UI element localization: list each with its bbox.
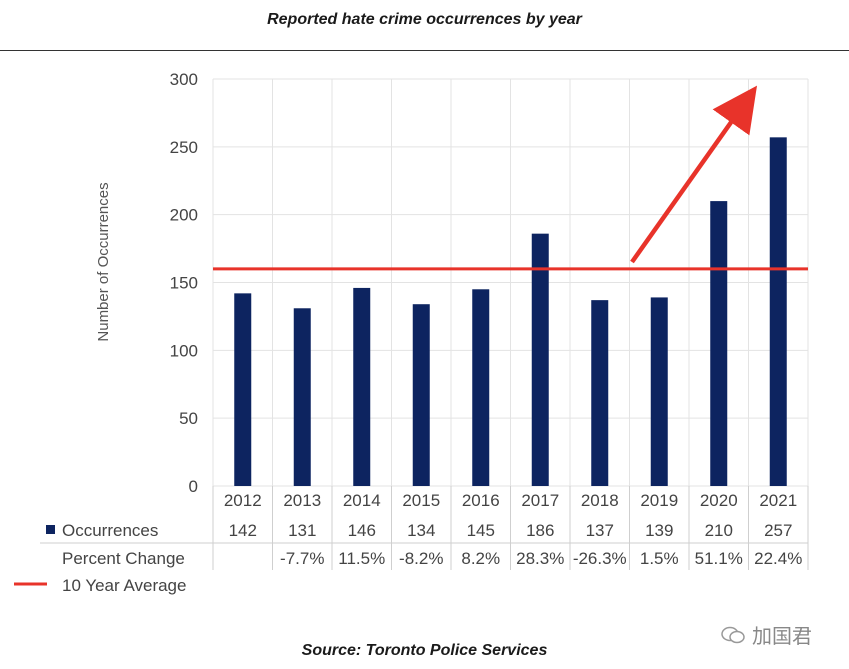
x-tick-label: 2018 bbox=[581, 491, 619, 510]
y-tick-label: 100 bbox=[170, 341, 198, 360]
y-tick-label: 0 bbox=[189, 477, 198, 496]
x-tick-label: 2012 bbox=[224, 491, 262, 510]
bar bbox=[353, 287, 371, 486]
bar bbox=[472, 289, 490, 486]
data-label: 145 bbox=[467, 521, 495, 540]
bar bbox=[769, 137, 787, 486]
y-axis-label: Number of Occurrences bbox=[95, 182, 112, 341]
data-label: 146 bbox=[348, 521, 376, 540]
data-label: 210 bbox=[705, 521, 733, 540]
data-label: 139 bbox=[645, 521, 673, 540]
bar bbox=[591, 300, 609, 486]
percent-change-label: 22.4% bbox=[754, 549, 802, 568]
x-tick-label: 2013 bbox=[283, 491, 321, 510]
chat-bubbles-icon bbox=[721, 626, 745, 643]
legend-label-average: 10 Year Average bbox=[62, 576, 186, 595]
trend-arrow bbox=[630, 85, 758, 264]
title-divider bbox=[0, 50, 849, 51]
chart-title: Reported hate crime occurrences by year bbox=[267, 11, 582, 28]
bar bbox=[710, 201, 728, 486]
y-tick-label: 50 bbox=[179, 409, 198, 428]
x-tick-label: 2017 bbox=[521, 491, 559, 510]
bar bbox=[412, 304, 430, 486]
x-tick-label: 2020 bbox=[700, 491, 738, 510]
data-label: 131 bbox=[288, 521, 316, 540]
legend-swatch-occurrences bbox=[46, 525, 55, 534]
watermark: 加国君 bbox=[720, 620, 812, 649]
data-label: 134 bbox=[407, 521, 435, 540]
y-tick-label: 200 bbox=[170, 206, 198, 225]
x-tick-label: 2015 bbox=[402, 491, 440, 510]
percent-change-row-label: Percent Change bbox=[62, 549, 185, 568]
bar bbox=[293, 308, 311, 486]
source-note: Source: Toronto Police Services bbox=[301, 642, 548, 659]
legend-label-occurrences: Occurrences bbox=[62, 521, 158, 540]
data-label: 186 bbox=[526, 521, 554, 540]
percent-change-label: 8.2% bbox=[461, 549, 500, 568]
x-tick-label: 2021 bbox=[759, 491, 797, 510]
y-tick-label: 250 bbox=[170, 138, 198, 157]
percent-change-label: -7.7% bbox=[280, 549, 324, 568]
bar bbox=[234, 293, 252, 486]
data-label: 137 bbox=[586, 521, 614, 540]
percent-change-label: -8.2% bbox=[399, 549, 443, 568]
y-tick-label: 150 bbox=[170, 274, 198, 293]
x-tick-label: 2014 bbox=[343, 491, 381, 510]
percent-change-label: 1.5% bbox=[640, 549, 679, 568]
bar bbox=[531, 233, 549, 486]
bar bbox=[650, 297, 668, 486]
y-tick-label: 300 bbox=[170, 70, 198, 89]
percent-change-label: -26.3% bbox=[573, 549, 627, 568]
x-tick-label: 2016 bbox=[462, 491, 500, 510]
watermark-text: 加国君 bbox=[752, 624, 812, 648]
data-label: 257 bbox=[764, 521, 792, 540]
x-tick-label: 2019 bbox=[640, 491, 678, 510]
percent-change-label: 51.1% bbox=[695, 549, 743, 568]
percent-change-label: 11.5% bbox=[338, 549, 385, 568]
percent-change-label: 28.3% bbox=[516, 549, 564, 568]
data-label: 142 bbox=[229, 521, 257, 540]
